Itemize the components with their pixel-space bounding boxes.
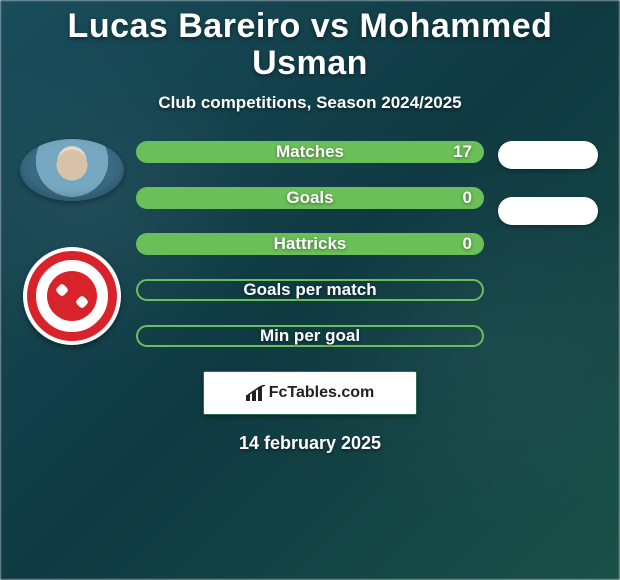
stat-label: Goals — [286, 188, 333, 208]
stat-row: Hattricks 0 — [136, 233, 484, 255]
date-text: 14 february 2025 — [239, 433, 381, 454]
footer-brand-text: FcTables.com — [269, 384, 375, 402]
right-player-column — [484, 139, 612, 225]
club-badge — [23, 247, 121, 345]
page-title: Lucas Bareiro vs Mohammed Usman — [8, 8, 612, 83]
fctables-logo: FcTables.com — [246, 384, 375, 402]
stat-label: Matches — [276, 142, 344, 162]
stat-label: Goals per match — [243, 280, 376, 300]
stat-row: Matches 17 — [136, 141, 484, 163]
stats-area: Matches 17 Goals 0 Hattricks 0 Goals per match… — [8, 139, 612, 347]
player-avatar — [20, 139, 124, 201]
footer-brand-box[interactable]: FcTables.com — [203, 371, 417, 415]
blank-pill — [498, 141, 598, 169]
stat-bars: Matches 17 Goals 0 Hattricks 0 Goals per match… — [136, 139, 484, 347]
blank-pill — [498, 197, 598, 225]
stat-row: Goals per match — [136, 279, 484, 301]
stat-value: 0 — [463, 188, 472, 208]
stat-row: Goals 0 — [136, 187, 484, 209]
subtitle: Club competitions, Season 2024/2025 — [158, 93, 461, 113]
stat-value: 0 — [463, 234, 472, 254]
stat-label: Hattricks — [274, 234, 347, 254]
stat-label: Min per goal — [260, 326, 360, 346]
stat-value: 17 — [453, 142, 472, 162]
left-player-column — [8, 139, 136, 345]
stat-row: Min per goal — [136, 325, 484, 347]
